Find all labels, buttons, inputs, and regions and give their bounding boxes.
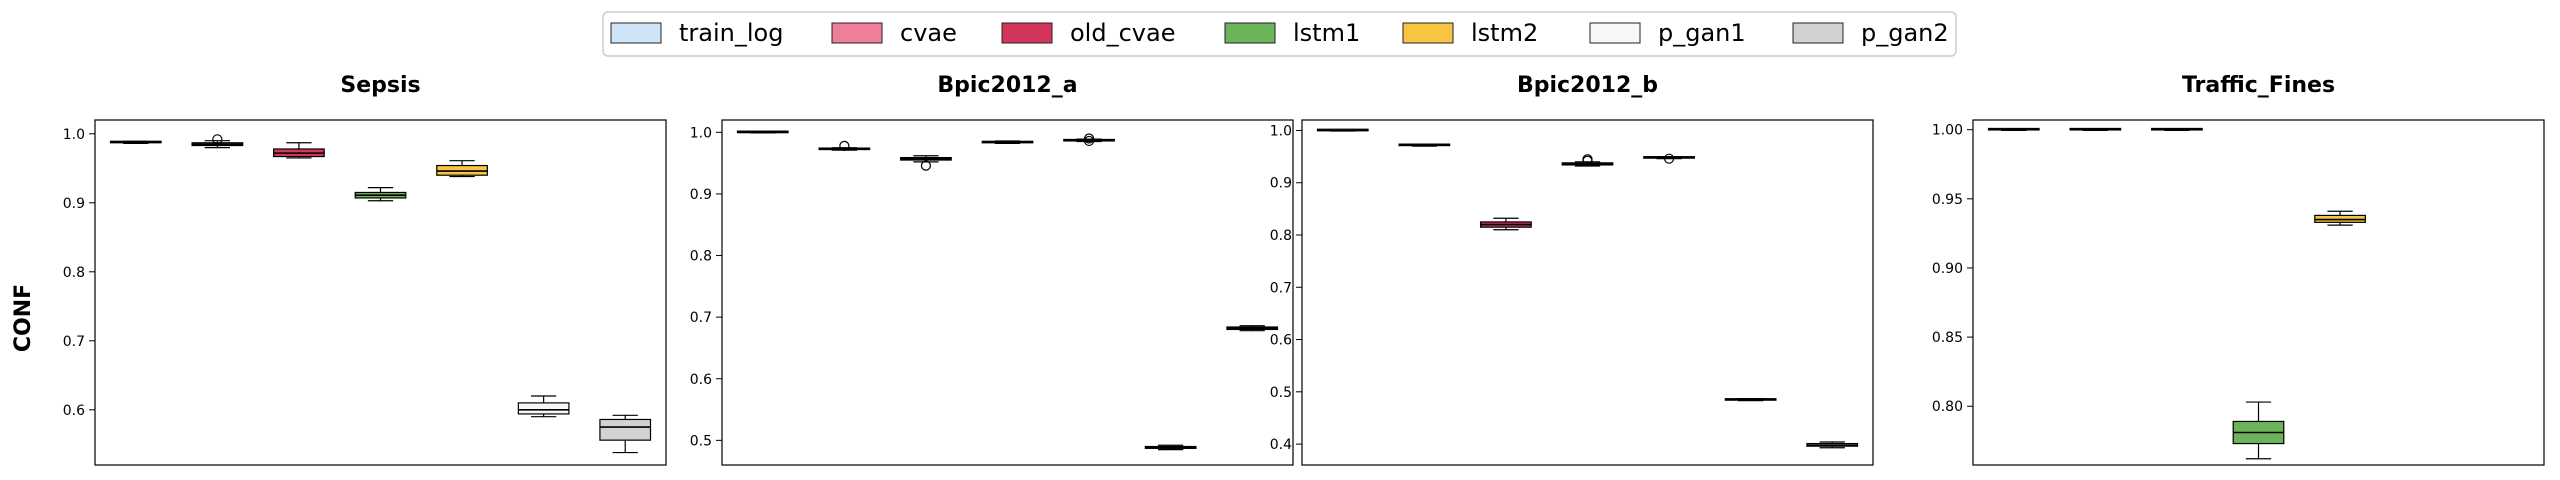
legend-swatch (1792, 22, 1844, 44)
box-lstm2 (2314, 210, 2366, 226)
y-tick-label: 0.8 (63, 265, 85, 281)
legend-entry-p-gan1: p_gan1 (1589, 19, 1746, 47)
box-lstm2 (1063, 133, 1115, 147)
legend-frame (602, 11, 1957, 57)
box-old-cvae (1480, 217, 1532, 231)
box-old-cvae (2151, 127, 2203, 131)
box-train-log (109, 140, 162, 145)
plot-area (1301, 119, 1874, 466)
legend-swatch (1001, 22, 1053, 44)
y-tick-label: 1.0 (1270, 123, 1292, 139)
y-tick-label: 0.85 (1932, 330, 1963, 346)
legend-swatch (1589, 22, 1641, 44)
box-lstm1 (354, 187, 407, 202)
legend-entry-lstm2: lstm2 (1402, 19, 1538, 47)
y-tick-label: 0.90 (1932, 261, 1963, 277)
y-tick-label: 0.80 (1932, 399, 1963, 415)
box-p-gan2 (599, 414, 652, 454)
box-iqr (517, 402, 570, 415)
y-tick-label: 0.9 (690, 187, 712, 203)
box-cvae (191, 134, 244, 149)
legend-label: train_log (679, 19, 783, 47)
box-cvae (1398, 143, 1451, 147)
legend-swatch (1402, 22, 1454, 44)
box-lstm2 (1643, 153, 1695, 164)
legend-entry-cvae: cvae (831, 19, 957, 47)
y-tick-label: 1.00 (1932, 123, 1963, 139)
y-tick-label: 0.8 (1270, 228, 1292, 244)
legend-swatch (1224, 22, 1276, 44)
panel-bpic2012-b: Bpic2012_b 0.4 0.5 0.6 0.7 0.8 0.9 1.0 (1270, 73, 1874, 466)
plot-area (721, 119, 1294, 466)
box-p-gan2 (1806, 441, 1859, 449)
legend-entry-old-cvae: old_cvae (1001, 19, 1175, 47)
panel-sepsis: Sepsis 0.6 0.7 0.8 0.9 1.0 (63, 73, 667, 466)
box-lstm1 (2232, 401, 2285, 460)
box-cvae (2069, 127, 2122, 131)
y-tick-label: 0.6 (63, 403, 85, 419)
panels: Sepsis 0.6 0.7 0.8 0.9 1.0 Bpic2012_a 0.5 0.6 0.7… (63, 73, 2545, 466)
y-axis-label: CONF (11, 284, 36, 352)
outlier-point (1582, 154, 1593, 165)
legend: train_log cvae old_cvae lstm1 lstm2 p_gan1 p_g… (602, 11, 1957, 57)
plot-area (94, 119, 667, 466)
legend-label: p_gan2 (1861, 19, 1949, 47)
legend-label: lstm1 (1293, 19, 1360, 47)
outlier-point (1083, 135, 1095, 147)
box-old-cvae (900, 155, 952, 171)
y-tick-label: 0.95 (1932, 192, 1963, 208)
box-cvae (818, 140, 871, 151)
y-tick-label: 1.0 (690, 125, 712, 141)
box-iqr (599, 418, 652, 441)
legend-entry-p-gan2: p_gan2 (1792, 19, 1949, 47)
box-lstm1 (981, 140, 1034, 145)
y-tick-label: 0.7 (63, 334, 85, 350)
panel-title: Traffic_Fines (2182, 73, 2335, 98)
box-p-gan2 (1226, 325, 1279, 332)
outlier-point (920, 160, 932, 171)
panel-traffic-fines: Traffic_Fines 0.80 0.85 0.90 0.95 1.00 (1932, 73, 2545, 466)
legend-swatch (831, 22, 883, 44)
panel-title: Sepsis (340, 73, 420, 98)
box-train-log (1987, 127, 2040, 131)
outlier-point (1663, 153, 1675, 164)
y-tick-label: 0.6 (1270, 333, 1292, 349)
box-p-gan1 (517, 395, 570, 418)
legend-swatch (610, 22, 662, 44)
y-tick-label: 0.5 (690, 433, 712, 449)
y-tick-label: 0.7 (690, 310, 712, 326)
y-tick-label: 0.9 (63, 196, 85, 212)
y-tick-label: 0.4 (1270, 437, 1292, 453)
y-tick-label: 0.8 (690, 249, 712, 265)
box-lstm2 (436, 160, 488, 178)
legend-entry-train-log: train_log (610, 19, 783, 47)
y-tick-label: 0.5 (1270, 385, 1292, 401)
box-train-log (1316, 128, 1369, 132)
legend-entry-lstm1: lstm1 (1224, 19, 1360, 47)
legend-label: old_cvae (1070, 19, 1175, 47)
y-tick-label: 0.7 (1270, 280, 1292, 296)
outlier-point (1083, 133, 1095, 144)
legend-label: p_gan1 (1658, 19, 1746, 47)
legend-label: cvae (900, 19, 957, 47)
panel-bpic2012-a: Bpic2012_a 0.5 0.6 0.7 0.8 0.9 1.0 (690, 73, 1294, 466)
y-tick-label: 1.0 (63, 127, 85, 143)
box-train-log (736, 130, 789, 134)
outlier-point (212, 134, 223, 145)
box-p-gan1 (1724, 398, 1777, 402)
panel-title: Bpic2012_b (1517, 73, 1658, 98)
panel-title: Bpic2012_a (937, 73, 1077, 98)
box-p-gan1 (1144, 444, 1197, 451)
outlier-point (839, 140, 850, 151)
box-lstm1 (1561, 154, 1614, 167)
box-old-cvae (273, 142, 325, 159)
y-tick-label: 0.9 (1270, 176, 1292, 192)
y-tick-label: 0.6 (690, 372, 712, 388)
legend-label: lstm2 (1471, 19, 1538, 47)
